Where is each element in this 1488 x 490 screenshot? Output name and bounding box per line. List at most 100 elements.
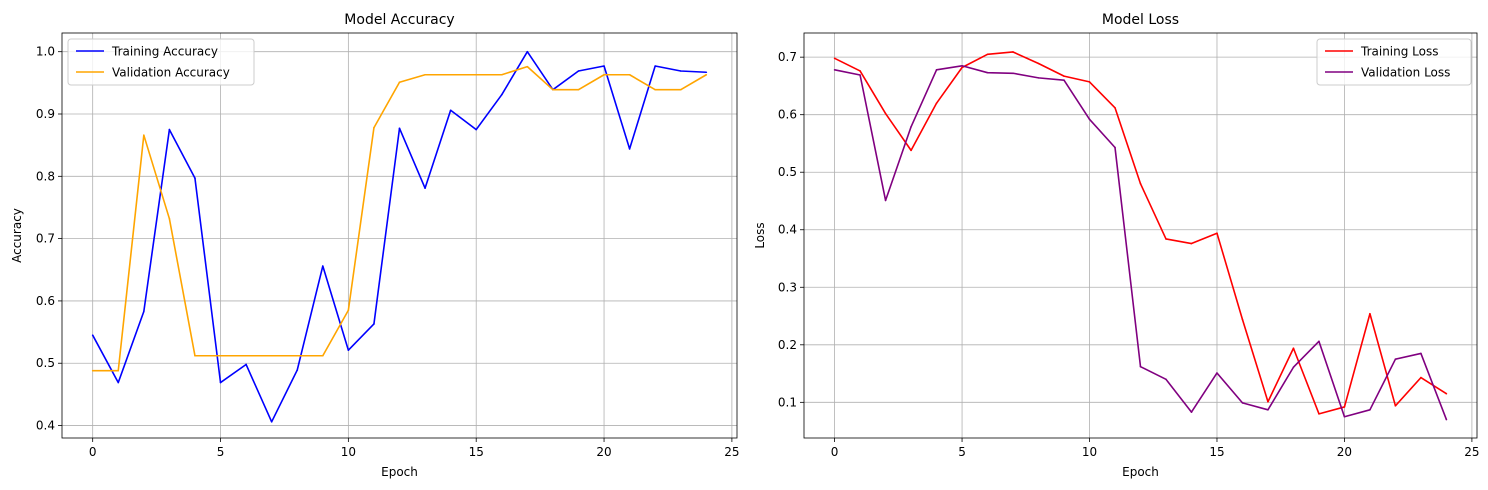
legend-label: Training Accuracy	[111, 45, 218, 59]
data-point	[1292, 347, 1295, 350]
y-tick-label: 0.3	[778, 280, 797, 294]
data-point	[1063, 75, 1065, 77]
data-point	[1267, 400, 1269, 403]
data-point	[1012, 51, 1014, 53]
data-point	[1267, 409, 1269, 411]
data-point	[1037, 77, 1040, 79]
data-point	[219, 354, 222, 357]
y-axis-label: Accuracy	[10, 208, 24, 263]
data-point	[475, 128, 478, 131]
data-point	[1037, 62, 1040, 65]
data-point	[526, 65, 529, 68]
data-point	[398, 127, 401, 130]
data-point	[168, 217, 171, 220]
data-point	[91, 334, 94, 336]
data-point	[833, 69, 836, 71]
data-point	[475, 73, 478, 76]
data-point	[1216, 232, 1218, 234]
data-point	[321, 354, 324, 357]
data-point	[1165, 238, 1167, 240]
y-tick-label: 0.5	[36, 356, 55, 370]
data-point	[705, 71, 708, 74]
y-tick-label: 0.1	[778, 395, 797, 409]
data-point	[859, 74, 861, 76]
data-point	[321, 265, 324, 267]
data-point	[1139, 365, 1142, 368]
y-axis-label: Loss	[753, 222, 767, 248]
data-point	[449, 73, 452, 76]
x-tick-label: 5	[217, 445, 225, 459]
data-point	[884, 199, 887, 202]
data-point	[1343, 406, 1346, 408]
data-point	[347, 349, 350, 351]
data-point	[1318, 340, 1320, 343]
data-point	[91, 369, 94, 372]
data-point	[1420, 352, 1422, 355]
x-tick-label: 10	[1082, 445, 1097, 459]
data-point	[398, 81, 401, 84]
data-point	[961, 64, 963, 67]
data-point	[1088, 81, 1091, 83]
y-tick-label: 0.5	[778, 165, 797, 179]
y-tick-label: 0.7	[36, 232, 55, 246]
data-point	[1318, 413, 1320, 415]
legend-box	[67, 38, 255, 86]
data-point	[1241, 402, 1244, 404]
data-point	[117, 369, 120, 372]
legend: Training Accuracy Validation Accuracy	[67, 38, 255, 86]
x-axis-label: Epoch	[381, 465, 418, 479]
data-point	[577, 88, 580, 91]
data-point	[296, 369, 299, 371]
data-point	[1445, 418, 1448, 421]
x-tick-label: 15	[1209, 445, 1224, 459]
data-point	[373, 126, 375, 129]
axes-frame	[803, 32, 1478, 439]
data-point	[526, 50, 529, 53]
data-point	[910, 149, 912, 152]
data-point	[1292, 366, 1295, 369]
series-line-training	[834, 51, 1447, 415]
data-point	[1063, 79, 1065, 81]
x-tick-label: 20	[1337, 445, 1352, 459]
x-tick-label: 0	[89, 445, 97, 459]
data-point	[143, 310, 145, 313]
data-point	[986, 71, 989, 74]
data-point	[347, 309, 350, 312]
data-point	[884, 112, 887, 115]
data-point	[1420, 376, 1422, 379]
data-point	[935, 102, 938, 104]
data-point	[833, 57, 836, 60]
x-tick-label: 15	[469, 445, 484, 459]
data-point	[1241, 318, 1244, 321]
x-tick-label: 25	[1464, 445, 1479, 459]
data-point	[1139, 182, 1142, 185]
series-line-validation	[92, 65, 707, 372]
legend-label: Validation Accuracy	[112, 66, 230, 80]
y-tick-label: 1.0	[36, 45, 55, 59]
data-point	[1190, 242, 1193, 245]
data-point	[1445, 392, 1448, 395]
data-point	[194, 177, 196, 179]
data-point	[679, 70, 682, 72]
data-point	[449, 109, 452, 112]
data-point	[1190, 411, 1193, 413]
x-tick-label: 10	[341, 445, 356, 459]
data-point	[1114, 146, 1116, 149]
axes-frame	[61, 32, 738, 439]
data-point	[373, 323, 375, 325]
legend-label: Validation Loss	[1361, 66, 1450, 80]
x-tick-label: 20	[596, 445, 611, 459]
legend: Training Loss Validation Loss	[1316, 38, 1472, 86]
data-point	[552, 88, 554, 91]
data-point	[270, 354, 273, 357]
data-point	[1012, 72, 1014, 75]
data-point	[424, 73, 426, 76]
data-point	[1088, 118, 1091, 121]
loss-chart: 0 5 10 15 20 25 0.1 0.2 0.3 0.4 0.5 0.6 0.7 Model Los…	[753, 12, 1480, 479]
legend-box	[1316, 38, 1472, 86]
y-tick-label: 0.4	[36, 419, 55, 433]
data-point	[1216, 372, 1218, 374]
data-point	[961, 66, 963, 69]
data-point	[1343, 415, 1346, 418]
y-tick-label: 0.8	[36, 169, 55, 183]
